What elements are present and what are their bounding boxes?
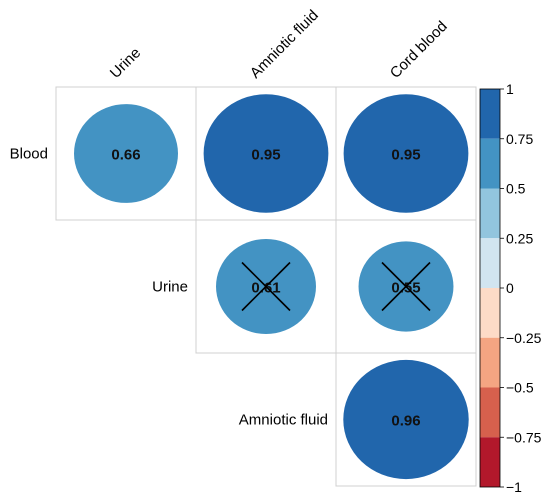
not-significant-cross (241, 261, 291, 312)
matrix-cells: 0.66 0.95 0.95 0.61 0.55 0.96 (74, 94, 469, 480)
column-label: Amniotic fluid (247, 7, 322, 82)
colorbar-band (480, 337, 500, 388)
colorbar-band (480, 89, 500, 139)
correlation-value-label: 0.95 (251, 147, 280, 164)
colorbar-tick-label: −0.75 (506, 429, 542, 445)
colorbar-tick-label: 0.75 (506, 131, 533, 147)
colorbar-tick-label: 0 (506, 280, 514, 296)
colorbar-tick-label: 0.5 (506, 181, 526, 197)
colorbar-tick-label: −1 (506, 479, 522, 495)
correlation-value-label: 0.55 (391, 280, 420, 297)
row-label: Blood (10, 146, 48, 163)
not-significant-cross (381, 261, 431, 312)
colorbar-band (480, 387, 500, 438)
colorbar-tick-label: −0.5 (506, 380, 534, 396)
colorbar-tick-label: 0.25 (506, 230, 533, 246)
row-label: Amniotic fluid (239, 412, 328, 429)
colorbar-tick-label: 1 (506, 81, 514, 97)
colorbar-band (480, 437, 500, 487)
colorbar: 1 0.75 0.5 0.25 0 −0.25 −0.5 −0.75 −1 (479, 81, 542, 495)
correlation-circle (343, 359, 469, 480)
colorbar-band (480, 188, 500, 239)
colorbar-band (480, 138, 500, 189)
correlation-circle (74, 104, 178, 203)
correlation-value-label: 0.66 (111, 147, 140, 164)
matrix-grid (55, 86, 477, 487)
column-label: Cord blood (387, 18, 451, 82)
correlation-value-label: 0.96 (391, 413, 420, 430)
correlation-circle (343, 94, 469, 213)
row-label: Urine (152, 279, 188, 296)
colorbar-tick-label: −0.25 (506, 330, 542, 346)
correlation-circle (203, 94, 329, 213)
correlation-value-label: 0.95 (391, 147, 420, 164)
colorbar-band (480, 288, 500, 338)
correlation-value-label: 0.61 (251, 280, 280, 297)
grid-cell-border (335, 352, 477, 487)
colorbar-band (480, 238, 500, 288)
column-label: Urine (107, 44, 144, 81)
